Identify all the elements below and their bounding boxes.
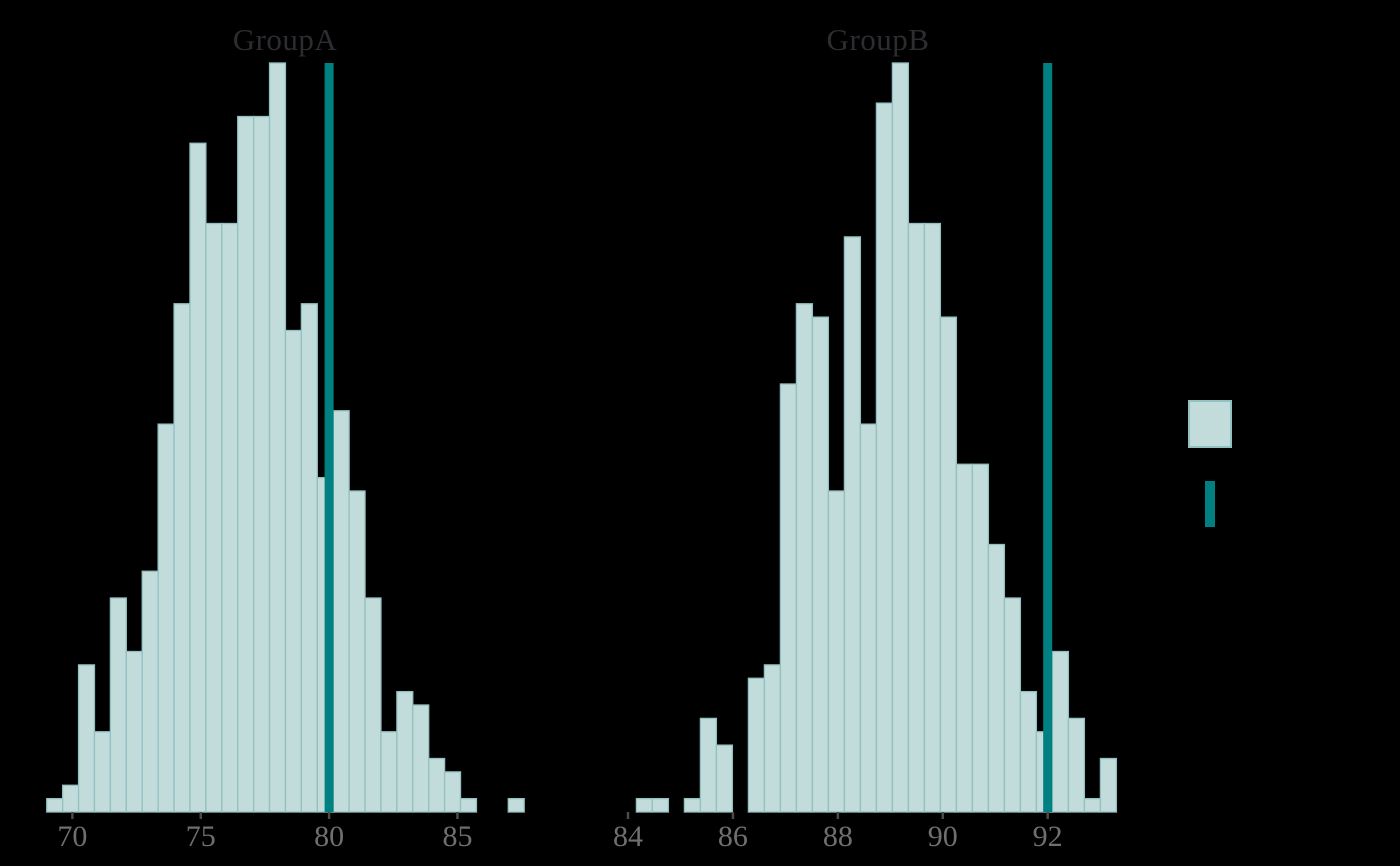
- histogram-bar: [923, 222, 942, 813]
- histogram-bar: [635, 797, 654, 813]
- histogram-bar: [1003, 597, 1022, 813]
- x-tick: [626, 812, 630, 819]
- histogram-bar: [205, 222, 223, 813]
- x-tick: [941, 812, 945, 819]
- histogram-bar: [1019, 690, 1038, 813]
- histogram-bar: [443, 771, 462, 813]
- x-tick: [71, 812, 74, 819]
- histogram-bar: [651, 797, 670, 813]
- x-tick: [1046, 812, 1049, 819]
- histogram-bar: [843, 236, 862, 813]
- histogram-bar: [971, 463, 990, 813]
- x-tick-label: 92: [1033, 820, 1063, 853]
- histogram-bar: [237, 115, 255, 813]
- x-tick-label: 80: [314, 820, 344, 853]
- histogram-bar: [380, 731, 398, 813]
- histogram-bar: [109, 597, 127, 813]
- x-tick-label: 88: [823, 820, 853, 853]
- histogram-bar: [939, 316, 958, 813]
- histogram-bar: [1099, 757, 1118, 813]
- x-tick-label: 90: [928, 820, 958, 853]
- histogram-bar: [157, 423, 175, 813]
- histogram-bar: [987, 543, 1006, 813]
- histogram-bar: [141, 570, 159, 813]
- chart-title-groupa: GroupA: [232, 22, 338, 57]
- histogram-bar: [412, 704, 430, 813]
- x-tick: [456, 812, 459, 819]
- histogram-bar: [284, 329, 303, 813]
- histogram-bar: [46, 797, 64, 813]
- histogram-bar: [875, 102, 894, 813]
- histogram-bar: [699, 717, 718, 813]
- x-tick: [199, 812, 202, 819]
- x-tick-label: 70: [57, 820, 87, 853]
- histogram-bar: [859, 423, 878, 813]
- histogram-bar: [332, 410, 350, 813]
- histogram-bar: [907, 222, 926, 813]
- x-tick-label: 75: [186, 820, 216, 853]
- x-tick: [836, 812, 840, 819]
- legend-vline-swatch: [1205, 481, 1215, 527]
- x-tick-label: 86: [718, 820, 748, 853]
- histogram-bar: [955, 463, 974, 813]
- histogram-bar: [1083, 797, 1102, 813]
- histogram-bar: [396, 690, 414, 813]
- histogram-bar: [763, 664, 782, 813]
- reference-vline: [1043, 63, 1053, 812]
- histogram-bar: [507, 797, 525, 813]
- histogram-bar: [683, 797, 702, 813]
- histogram-bar: [268, 62, 287, 813]
- histogram-bar: [173, 303, 191, 813]
- x-tick-label: 84: [613, 820, 643, 853]
- x-tick: [731, 812, 735, 819]
- histogram-bar: [77, 664, 96, 813]
- x-tick-label: 85: [442, 820, 472, 853]
- x-tick: [327, 812, 331, 819]
- reference-vline: [324, 63, 334, 812]
- chart-title-groupb: GroupB: [826, 22, 930, 57]
- histogram-bar: [428, 757, 446, 813]
- histogram-bar: [93, 731, 112, 813]
- histogram-bar: [252, 115, 271, 813]
- histogram-bar: [364, 597, 382, 813]
- histogram-bar: [715, 744, 734, 813]
- histogram-bar: [459, 797, 478, 813]
- histogram-bar: [779, 383, 798, 813]
- histogram-bar: [300, 303, 318, 813]
- histogram-bar: [811, 316, 830, 813]
- histogram-bar: [221, 222, 239, 813]
- histogram-bar: [827, 490, 846, 813]
- histogram-bar: [61, 784, 80, 813]
- histogram-bar: [1051, 650, 1070, 813]
- histogram-bar: [1067, 717, 1086, 813]
- histogram-bar: [795, 303, 814, 813]
- histogram-bar: [189, 142, 207, 813]
- histogram-bar: [891, 62, 910, 813]
- legend-histogram-swatch: [1188, 400, 1232, 448]
- histogram-bar: [125, 650, 143, 813]
- histogram-bar: [348, 490, 366, 813]
- histogram-bar: [747, 677, 766, 813]
